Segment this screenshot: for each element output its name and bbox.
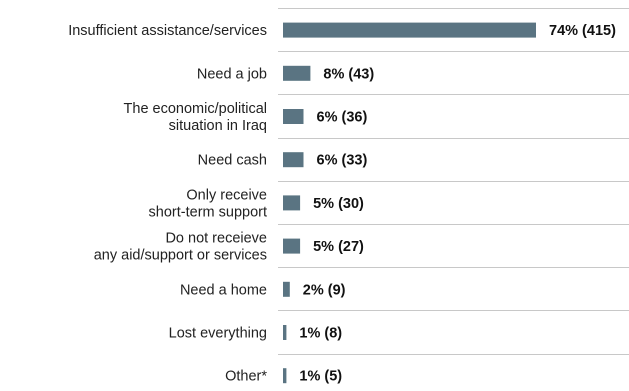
category-label: Need a job [197, 66, 267, 82]
data-label: 8% (43) [323, 66, 374, 82]
bar [283, 22, 536, 38]
data-label: 5% (30) [313, 196, 364, 212]
category-label: Do not receieve [165, 231, 267, 247]
data-label: 1% (8) [299, 326, 342, 342]
data-label: 6% (36) [317, 110, 368, 126]
category-label: any aid/support or services [94, 248, 267, 264]
data-label: 74% (415) [549, 23, 616, 39]
data-label: 1% (5) [299, 369, 342, 385]
category-label: The economic/political [124, 101, 267, 117]
category-label: Other* [225, 369, 267, 385]
bar [283, 325, 287, 340]
bar [283, 281, 290, 297]
data-label: 2% (9) [303, 282, 346, 298]
bar [283, 368, 287, 384]
bar [283, 152, 304, 168]
bar [283, 238, 301, 254]
data-label: 5% (27) [313, 239, 364, 255]
bar [283, 65, 311, 81]
category-label: Insufficient assistance/services [68, 23, 267, 39]
bar [283, 109, 304, 124]
category-label: Need a home [180, 282, 267, 298]
category-label: situation in Iraq [169, 118, 267, 134]
category-label: short-term support [149, 204, 267, 220]
category-label: Need cash [198, 153, 267, 169]
data-label: 6% (33) [317, 153, 368, 169]
category-label: Only receive [186, 187, 267, 203]
category-label: Lost everything [169, 326, 267, 342]
bar [283, 195, 301, 211]
